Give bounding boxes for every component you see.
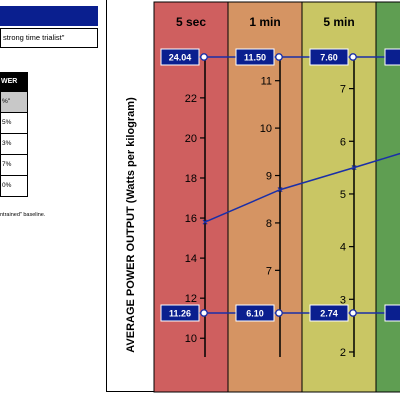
axis-tick-label: 4 bbox=[340, 242, 346, 254]
duration-label: 1 min bbox=[249, 15, 280, 29]
axis-tick-label: 2 bbox=[340, 347, 346, 359]
axis-tick-label: 5 bbox=[340, 189, 346, 201]
min-value-label-marker bbox=[275, 309, 283, 317]
power-table-row[interactable]: 7% bbox=[0, 155, 28, 176]
power-table-header: WER bbox=[0, 72, 28, 92]
profile-value-box: strong time trialist" bbox=[0, 28, 98, 48]
axis-tick-label: 6 bbox=[340, 136, 346, 148]
max-value-label-box bbox=[160, 48, 200, 66]
duration-band bbox=[375, 1, 400, 393]
min-value-label-box bbox=[235, 304, 275, 322]
axis-tick-label: 14 bbox=[185, 253, 197, 265]
min-value-label-box bbox=[309, 304, 349, 322]
duration-band bbox=[153, 1, 229, 393]
axis-tick-label: 12 bbox=[185, 293, 197, 305]
axis-tick-label: 7 bbox=[266, 265, 272, 277]
min-value-label-marker bbox=[349, 309, 357, 317]
power-table-row[interactable]: 5% bbox=[0, 113, 28, 134]
y-axis-title: AVERAGE POWER OUTPUT (Watts per kilogram… bbox=[125, 97, 137, 353]
min-value-label-box bbox=[160, 304, 200, 322]
axis-tick-label: 3 bbox=[340, 294, 346, 306]
axis-tick-label: 22 bbox=[185, 93, 197, 105]
max-value-label-marker bbox=[200, 53, 208, 61]
profile-header-bar bbox=[0, 6, 98, 26]
duration-label: 5 min bbox=[323, 15, 354, 29]
min-value-label-marker bbox=[200, 309, 208, 317]
axis-tick-label: 8 bbox=[266, 218, 272, 230]
power-table: WER %" 5% 3% 7% 0% bbox=[0, 72, 28, 197]
max-value-label-box bbox=[235, 48, 275, 66]
power-table-row[interactable]: 0% bbox=[0, 176, 28, 197]
max-value-label: 11.50 bbox=[244, 53, 266, 63]
max-value-label-box bbox=[309, 48, 349, 66]
axis-tick-label: 10 bbox=[185, 333, 197, 345]
max-value-label: 24.04 bbox=[169, 53, 192, 63]
axis-tick-label: 10 bbox=[260, 123, 272, 135]
min-value-label-box bbox=[384, 304, 400, 322]
series-point: × bbox=[277, 185, 283, 196]
power-table-row[interactable]: %" bbox=[0, 92, 28, 113]
min-value-label: 6.10 bbox=[246, 309, 264, 319]
axis-tick-label: 18 bbox=[185, 173, 197, 185]
axis-tick-label: 20 bbox=[185, 133, 197, 145]
power-table-row[interactable]: 3% bbox=[0, 134, 28, 155]
max-value-label-marker bbox=[275, 53, 283, 61]
min-value-label: 2.74 bbox=[320, 309, 338, 319]
series-point: × bbox=[202, 218, 208, 229]
axis-tick-label: 7 bbox=[340, 84, 346, 96]
axis-tick-label: 16 bbox=[185, 213, 197, 225]
max-value-label: 7.60 bbox=[320, 53, 338, 63]
duration-band bbox=[227, 1, 303, 393]
max-value-label-box bbox=[384, 48, 400, 66]
duration-label: 5 sec bbox=[176, 15, 206, 29]
axis-tick-label: 11 bbox=[261, 76, 272, 88]
left-panel: strong time trialist" WER %" 5% 3% 7% 0%… bbox=[0, 0, 106, 400]
series-point: × bbox=[351, 163, 357, 174]
series-line bbox=[204, 152, 400, 223]
axis-tick-label: 9 bbox=[266, 171, 272, 183]
baseline-note: ntrained" baseline. bbox=[0, 212, 46, 218]
min-value-label: 11.26 bbox=[169, 309, 191, 319]
max-value-label-marker bbox=[349, 53, 357, 61]
duration-band bbox=[301, 1, 377, 393]
